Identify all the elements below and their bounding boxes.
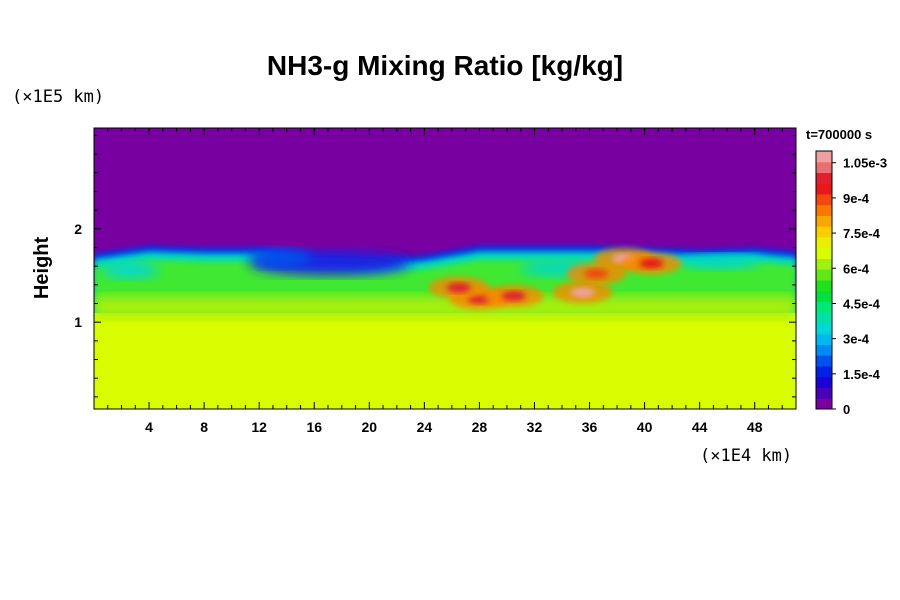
heatmap-plot bbox=[94, 128, 796, 409]
y-unit-label: (×1E5 km) bbox=[12, 87, 104, 107]
colorbar-frame bbox=[815, 150, 833, 410]
x-tick-label: 8 bbox=[200, 419, 208, 435]
colorbar-label: 4.5e-4 bbox=[843, 296, 881, 311]
colorbar-label: 9e-4 bbox=[843, 191, 870, 206]
y-axis-label: Height bbox=[31, 237, 53, 300]
x-unit-label: (×1E4 km) bbox=[700, 446, 792, 466]
colorbar-swatch bbox=[816, 269, 832, 281]
colorbar-swatch bbox=[816, 280, 832, 292]
x-tick-label: 48 bbox=[747, 419, 763, 435]
lower-region bbox=[94, 313, 796, 409]
y-tick-label: 2 bbox=[74, 221, 82, 237]
x-tick-label: 28 bbox=[472, 419, 488, 435]
x-tick-label: 20 bbox=[362, 419, 378, 435]
hotspot-point bbox=[584, 268, 609, 279]
colorbar-label: 6e-4 bbox=[843, 261, 870, 276]
x-tick-label: 4 bbox=[145, 419, 153, 435]
blue-pockets bbox=[102, 249, 760, 278]
colorbar-swatch bbox=[816, 344, 832, 356]
x-tick-label: 44 bbox=[692, 419, 708, 435]
colorbar-swatch bbox=[816, 183, 832, 195]
hotspot-point bbox=[446, 282, 471, 293]
colorbar-swatch bbox=[816, 247, 832, 259]
x-axis: 4 8 12 16 20 24 28 32 36 40 44 48 bbox=[107, 128, 783, 435]
x-tick-label: 16 bbox=[306, 419, 322, 435]
colorbar-swatch bbox=[816, 387, 832, 399]
x-tick-label: 12 bbox=[251, 419, 267, 435]
x-tick-label: 40 bbox=[637, 419, 653, 435]
lower-transition bbox=[94, 296, 796, 318]
x-tick-label: 32 bbox=[527, 419, 543, 435]
x-tick-label: 36 bbox=[582, 419, 598, 435]
colorbar-swatch bbox=[816, 215, 832, 227]
plot-frame bbox=[93, 127, 797, 410]
chart-title: NH3-g Mixing Ratio [kg/kg] bbox=[267, 50, 623, 81]
y-axis: 12 bbox=[74, 134, 796, 398]
colorbar-swatch bbox=[816, 237, 832, 249]
colorbar-swatch bbox=[816, 226, 832, 238]
colorbar-swatch bbox=[816, 151, 832, 163]
colorbar-swatch bbox=[816, 301, 832, 313]
colorbar-swatch bbox=[816, 194, 832, 206]
colorbar-swatch bbox=[816, 290, 832, 302]
colorbar-label: 3e-4 bbox=[843, 332, 870, 347]
cyan-pocket bbox=[680, 255, 760, 269]
cyan-pocket bbox=[102, 262, 158, 278]
hotspot-point bbox=[501, 291, 526, 302]
colorbar-swatch bbox=[816, 398, 832, 410]
hotspot-point bbox=[570, 287, 595, 298]
colorbar-swatch bbox=[816, 376, 832, 388]
colorbar-swatch bbox=[816, 312, 832, 324]
x-tick-label: 24 bbox=[417, 419, 433, 435]
colorbar-label: 1.5e-4 bbox=[843, 367, 881, 382]
colorbar-swatch bbox=[816, 161, 832, 173]
hotspots bbox=[428, 247, 682, 310]
colorbar-swatch bbox=[816, 323, 832, 335]
y-tick-label: 1 bbox=[74, 314, 82, 330]
colorbar: 0 1.5e-4 3e-4 4.5e-4 6e-4 7.5e-4 9e-4 1.05e-3 bbox=[815, 150, 887, 417]
hotspot-point bbox=[639, 258, 664, 269]
colorbar-swatch bbox=[816, 366, 832, 378]
colorbar-label: 7.5e-4 bbox=[843, 226, 881, 241]
colorbar-label: 0 bbox=[843, 402, 850, 417]
colorbar-swatch bbox=[816, 204, 832, 216]
colorbar-swatch bbox=[816, 333, 832, 345]
colorbar-label: 1.05e-3 bbox=[843, 156, 887, 171]
colorbar-swatch bbox=[816, 258, 832, 270]
colorbar-swatch bbox=[816, 355, 832, 367]
blue-pocket bbox=[250, 249, 310, 267]
time-label: t=700000 s bbox=[806, 127, 872, 142]
colorbar-swatch bbox=[816, 172, 832, 184]
